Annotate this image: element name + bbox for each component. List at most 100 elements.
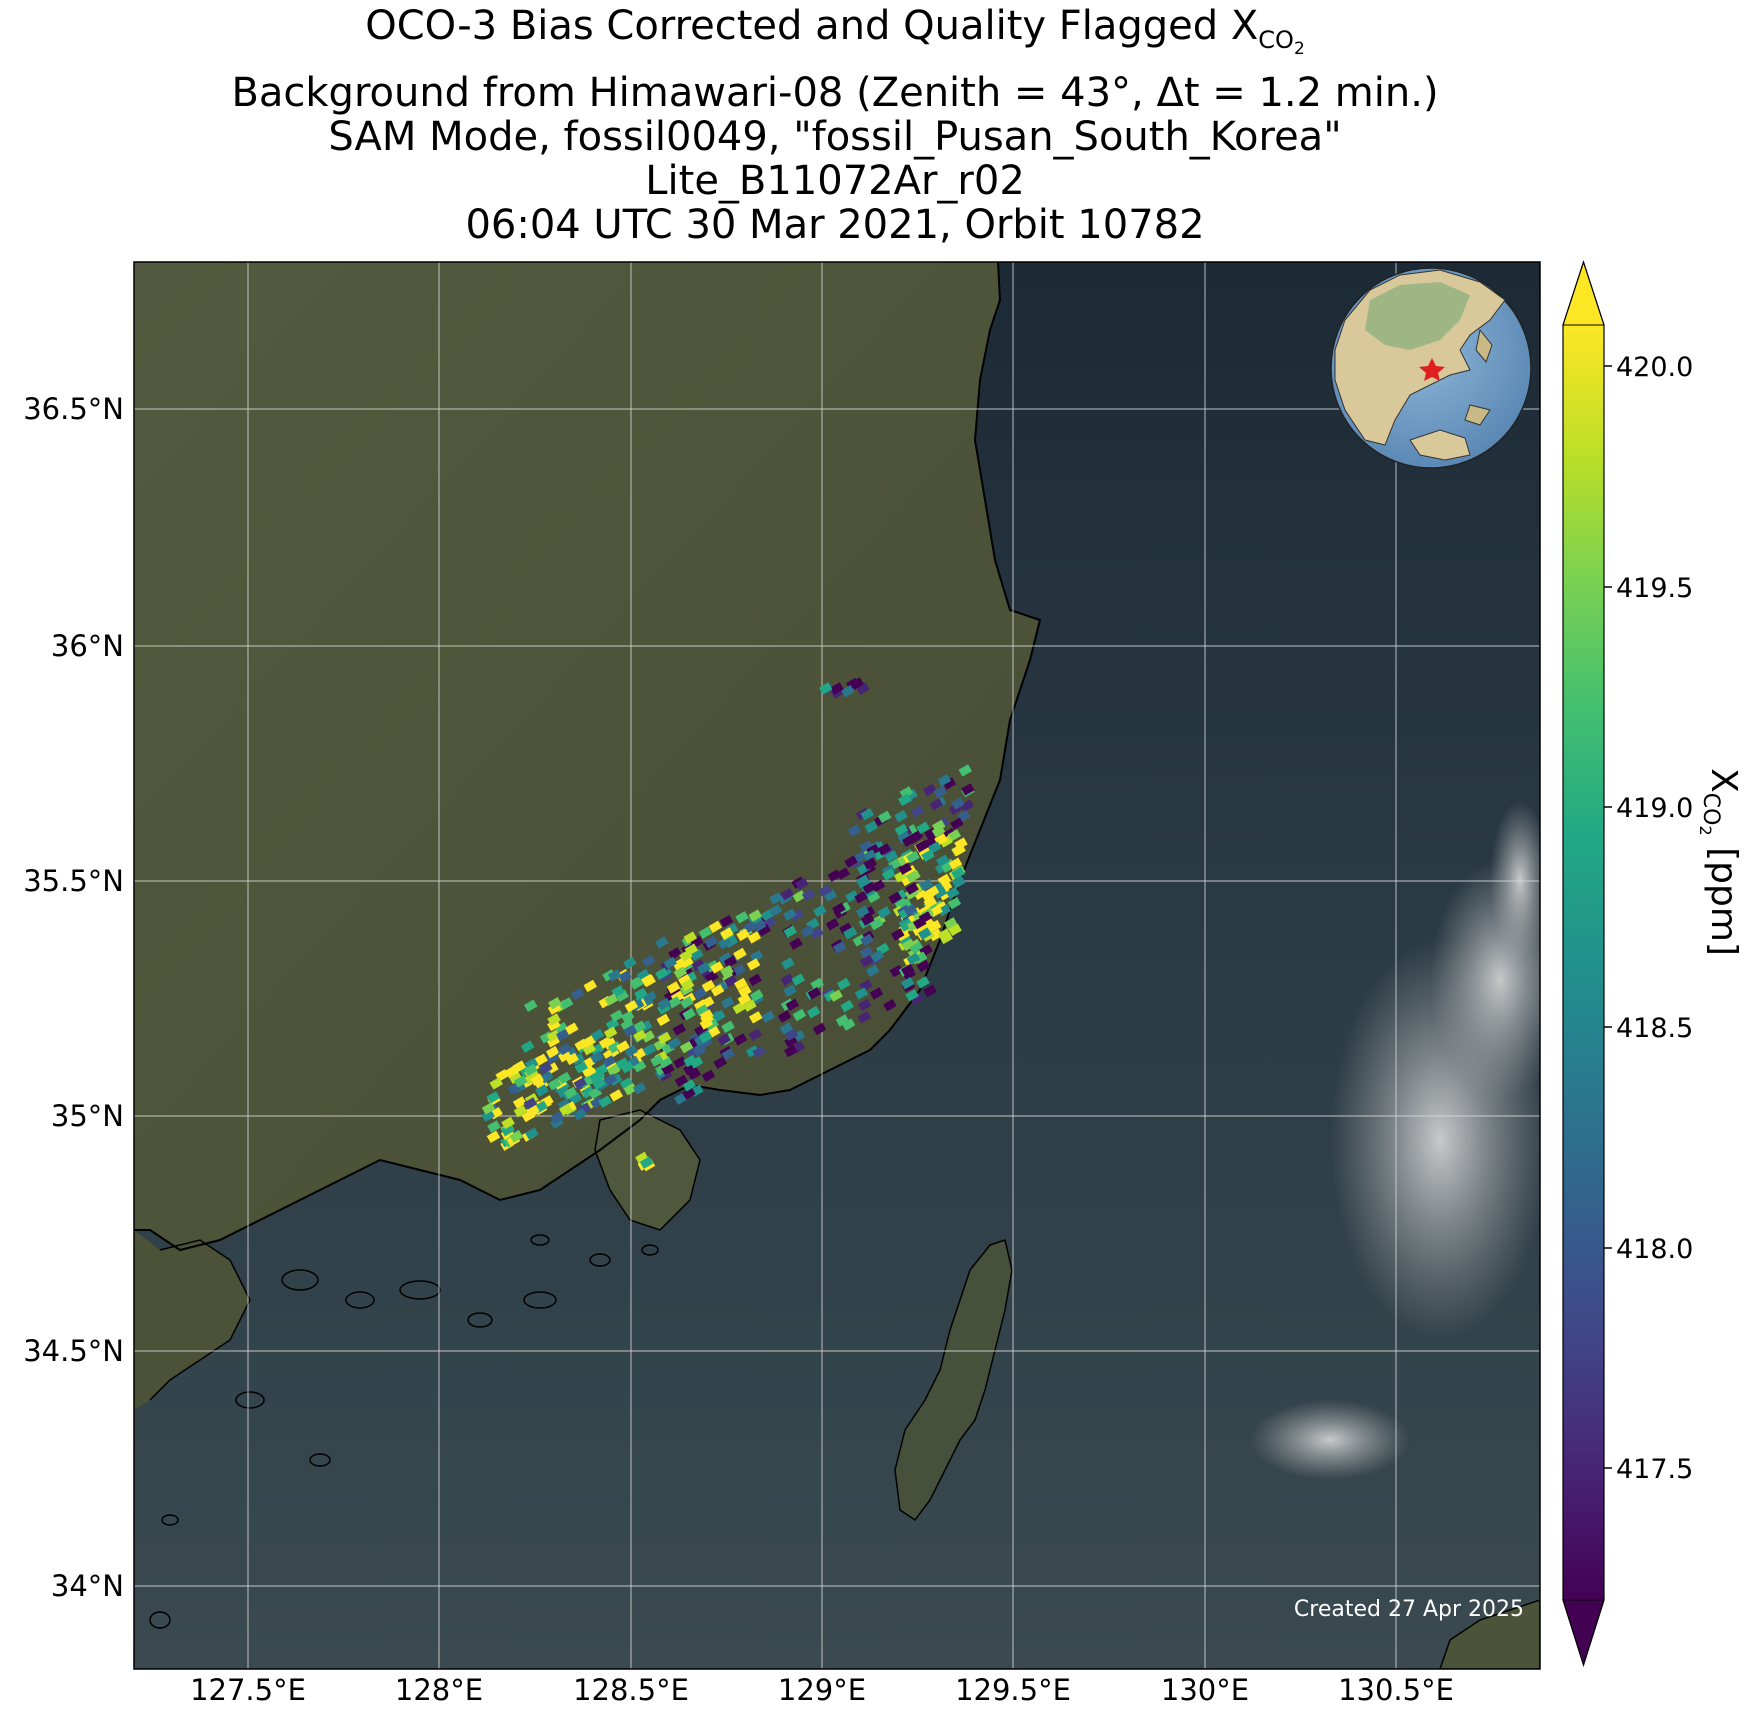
xco2-pixel <box>863 849 877 862</box>
xco2-pixel <box>952 843 966 857</box>
xco2-pixel <box>898 898 912 911</box>
xco2-pixel <box>747 931 762 944</box>
xco2-pixel <box>837 977 851 991</box>
xco2-pixel <box>899 786 914 799</box>
xco2-pixel <box>733 1033 748 1046</box>
xco2-pixel <box>902 834 916 847</box>
xco2-pixel <box>862 881 877 895</box>
xco2-pixel <box>850 677 864 690</box>
xco2-pixel <box>852 934 867 947</box>
xco2-pixel <box>857 1010 872 1024</box>
xco2-pixel <box>672 958 686 971</box>
xco2-pixel <box>894 823 909 837</box>
xco2-pixel <box>704 935 718 949</box>
coastline <box>594 1109 701 1231</box>
xco2-pixel <box>757 923 771 937</box>
xco2-pixel <box>750 989 764 1002</box>
xco2-pixel <box>717 936 732 950</box>
xco2-pixel <box>734 977 748 991</box>
xco2-pixel <box>948 857 963 870</box>
xco2-pixel <box>864 820 879 834</box>
xco2-pixel <box>633 1029 647 1043</box>
xco2-pixel <box>573 1077 588 1090</box>
xco2-pixel <box>894 809 908 823</box>
xco2-pixel <box>589 1051 604 1064</box>
xco2-pixel <box>922 783 937 797</box>
xco2-pixel <box>691 958 706 972</box>
xco2-pixel <box>678 974 692 987</box>
xco2-pixel <box>783 925 797 938</box>
lon-tick-label: 128.5°E <box>573 1673 689 1707</box>
xco2-pixel <box>512 1060 527 1073</box>
xco2-pixel <box>813 904 827 918</box>
xco2-pixel <box>859 945 874 959</box>
xco2-pixel <box>682 1087 696 1100</box>
xco2-pixel <box>667 1037 682 1050</box>
xco2-pixel <box>635 1151 649 1165</box>
xco2-pixel <box>701 979 716 993</box>
xco2-pixel <box>928 841 942 854</box>
xco2-pixel <box>481 1102 496 1115</box>
cloud <box>1250 1400 1410 1480</box>
xco2-pixel <box>832 941 847 954</box>
xco2-pixel <box>570 987 585 1001</box>
xco2-pixel <box>918 927 932 940</box>
xco2-pixel <box>877 906 891 919</box>
xco2-pixel <box>823 889 838 902</box>
xco2-pixel <box>736 928 750 942</box>
xco2-pixel <box>634 987 648 1001</box>
xco2-pixel <box>500 1123 515 1137</box>
xco2-pixel <box>606 1063 621 1077</box>
xco2-pixel <box>589 1070 603 1084</box>
xco2-pixel <box>545 1046 560 1059</box>
xco2-pixel <box>720 964 734 978</box>
xco2-pixel <box>933 886 948 899</box>
xco2-pixel <box>581 1086 595 1099</box>
xco2-pixel <box>623 956 637 970</box>
xco2-pixel <box>708 920 723 934</box>
colorbar-min-arrow <box>1562 1599 1605 1667</box>
xco2-pixel <box>897 831 911 844</box>
xco2-pixel <box>916 821 930 835</box>
xco2-pixel <box>684 943 699 956</box>
xco2-pixel <box>655 936 669 949</box>
xco2-pixel <box>897 793 912 806</box>
xco2-pixel <box>939 835 953 848</box>
xco2-pixel <box>847 824 862 837</box>
xco2-pixel <box>683 931 698 944</box>
xco2-pixel <box>558 1042 572 1056</box>
xco2-pixel <box>513 1105 528 1118</box>
xco2-pixel <box>582 1042 597 1056</box>
xco2-pixel <box>780 973 795 986</box>
xco2-pixel <box>687 1067 701 1081</box>
xco2-pixel <box>701 1069 716 1083</box>
xco2-pixel <box>860 933 874 947</box>
xco2-pixel <box>720 927 734 940</box>
xco2-pixel <box>856 874 870 888</box>
lat-tick-label: 34.5°N <box>23 1334 124 1368</box>
xco2-pixel <box>548 996 562 1010</box>
xco2-pixel <box>534 1053 548 1067</box>
lon-tick-label: 130.5°E <box>1338 1673 1454 1707</box>
xco2-pixel <box>583 979 598 993</box>
xco2-pixel <box>923 896 938 909</box>
kyushu-fragment <box>1439 1599 1540 1669</box>
xco2-pixel <box>598 1095 612 1108</box>
xco2-pixel <box>620 1018 635 1032</box>
xco2-pixel <box>866 890 881 904</box>
lat-tick-label: 36°N <box>51 629 124 663</box>
xco2-pixel <box>883 998 897 1012</box>
globe-land <box>1365 282 1470 350</box>
xco2-pixel <box>927 919 942 933</box>
xco2-pixel <box>574 1038 588 1052</box>
lon-tick-label: 129.5°E <box>955 1673 1071 1707</box>
xco2-pixel <box>530 1073 544 1086</box>
xco2-pixel <box>655 967 669 981</box>
xco2-pixel <box>574 1061 589 1074</box>
xco2-pixel <box>657 997 672 1011</box>
xco2-pixel <box>748 1011 763 1024</box>
globe-land <box>1475 328 1493 363</box>
xco2-pixel <box>810 977 824 991</box>
southwest-land <box>134 1230 250 1410</box>
xco2-pixel <box>939 931 954 945</box>
